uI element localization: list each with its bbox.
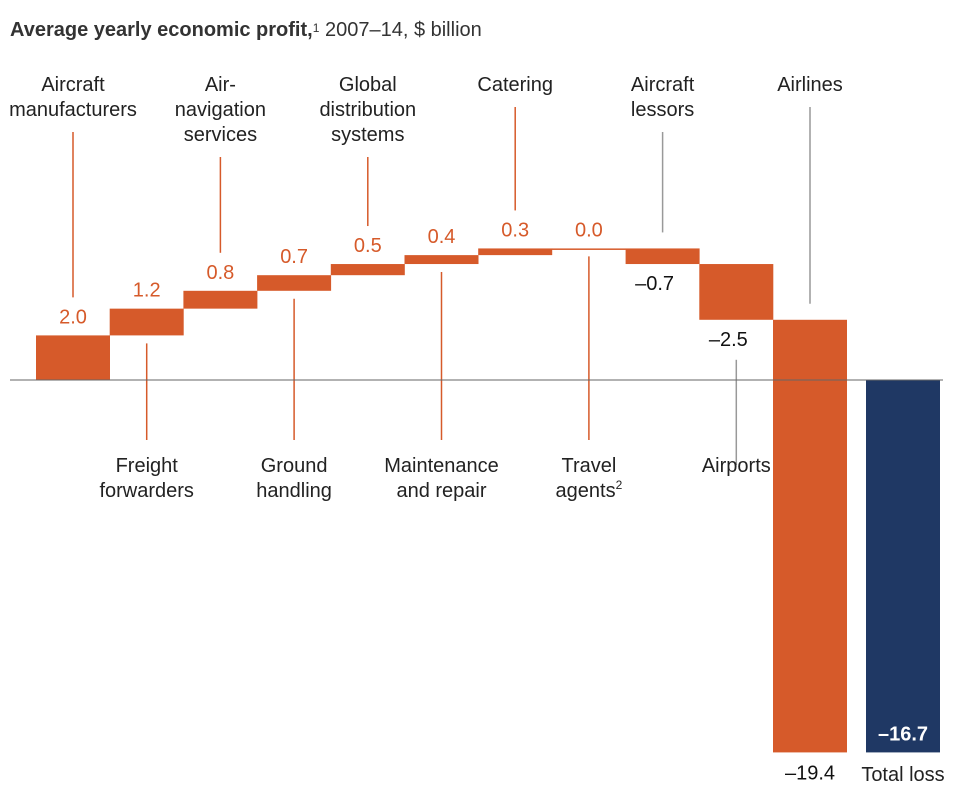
chart-title-rest: 2007–14, $ billion — [319, 19, 482, 41]
category-footnote: 2 — [616, 478, 623, 492]
category-label-3: Air- — [205, 74, 236, 96]
category-label-3: navigation — [175, 99, 266, 121]
value-label-8: 0.0 — [575, 219, 603, 241]
bar-1 — [36, 335, 110, 380]
title-footnote: 1 — [312, 21, 320, 35]
bar-7 — [478, 248, 553, 256]
category-label-9: Aircraft — [631, 74, 695, 96]
bar-3 — [183, 290, 258, 309]
bar-8 — [551, 248, 626, 250]
category-label-4: handling — [256, 480, 332, 502]
chart-title-bold: Average yearly economic profit, — [10, 19, 313, 41]
category-label-5: distribution — [319, 99, 416, 121]
value-label-5: 0.5 — [354, 235, 382, 257]
bar-12 — [866, 380, 940, 753]
category-label-1: Aircraft — [41, 74, 105, 96]
value-label-4: 0.7 — [280, 246, 308, 268]
value-label-7: 0.3 — [501, 219, 529, 241]
bar-10 — [699, 264, 774, 320]
category-label-2: Freight — [116, 455, 179, 477]
chart-title: Average yearly economic profit,1 2007–14… — [10, 18, 482, 42]
category-label-12: Total loss — [861, 764, 944, 786]
value-label-12: –16.7 — [878, 723, 928, 745]
category-label-2: forwarders — [99, 480, 193, 502]
category-label-1: manufacturers — [9, 99, 137, 121]
category-label-3: services — [184, 124, 257, 146]
category-label-8: Travel — [561, 455, 616, 477]
category-label-4: Ground — [261, 455, 328, 477]
value-label-6: 0.4 — [428, 226, 456, 248]
category-label-9: lessors — [631, 99, 694, 121]
bar-9 — [625, 248, 700, 265]
category-label-5: systems — [331, 124, 404, 146]
value-label-1: 2.0 — [59, 306, 87, 328]
value-labels: 2.0 1.2 0.8 0.7 0.5 0.4 0.3 0.0 –0.7 –2.5 –19.4 –16… — [59, 219, 928, 784]
category-label-5: Global — [339, 74, 397, 96]
category-label-10: Airports — [702, 455, 771, 477]
category-label-6: Maintenance — [384, 455, 499, 477]
leader-lines — [72, 107, 811, 465]
category-label-7: Catering — [477, 74, 553, 96]
value-label-9: –0.7 — [635, 273, 674, 295]
bar-4 — [257, 275, 332, 291]
bar-11 — [773, 319, 847, 753]
bar-2 — [109, 308, 184, 336]
bar-6 — [404, 255, 479, 265]
value-label-11: –19.4 — [785, 762, 835, 784]
value-label-3: 0.8 — [206, 262, 234, 284]
category-label-6: and repair — [396, 480, 486, 502]
value-label-10: –2.5 — [709, 329, 748, 351]
category-labels: Aircraft manufacturers Freight forwarders Ai… — [9, 74, 945, 786]
bars — [36, 248, 940, 753]
category-label-8: agents2 — [556, 478, 623, 502]
value-label-2: 1.2 — [133, 280, 161, 302]
category-label-11: Airlines — [777, 74, 843, 96]
bar-5 — [330, 264, 405, 276]
